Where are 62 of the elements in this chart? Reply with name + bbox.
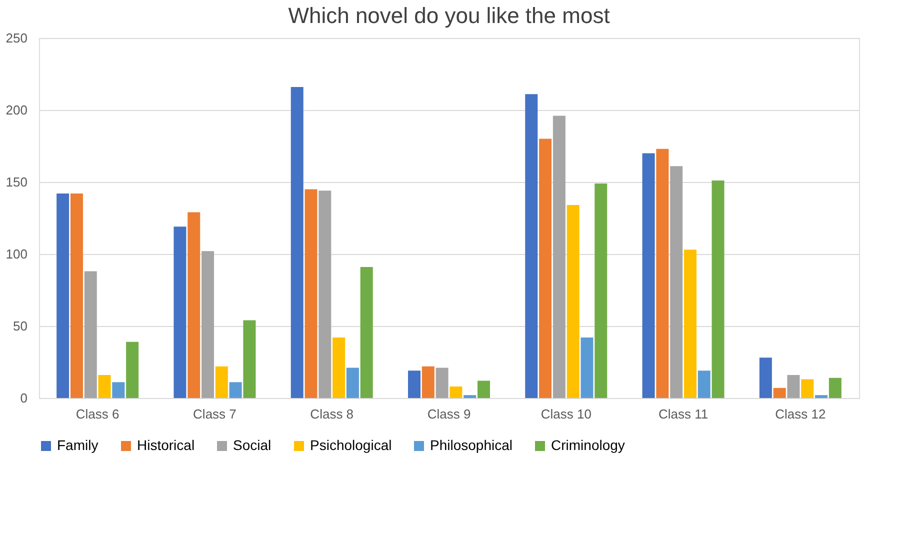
bar [304, 189, 318, 398]
bar [408, 370, 421, 398]
bar [450, 386, 462, 398]
x-tick-label: Class 11 [658, 406, 708, 422]
legend-label: Criminology [551, 437, 625, 453]
bar [580, 338, 594, 398]
x-tick-label: Class 7 [193, 406, 236, 422]
bar [801, 379, 814, 398]
bar [126, 342, 139, 398]
x-tick-label: Class 9 [427, 406, 471, 422]
x-tick-label: Class 12 [775, 406, 826, 422]
bar [174, 226, 186, 398]
bar [566, 205, 580, 398]
bar [98, 374, 111, 398]
bar [188, 212, 200, 398]
bar [464, 395, 476, 398]
chart-title: Which novel do you like the most [288, 3, 610, 28]
bar [477, 380, 490, 398]
bar [215, 366, 228, 398]
bar [773, 388, 786, 398]
bar [112, 382, 125, 398]
bar [318, 190, 332, 398]
bar [670, 166, 683, 398]
y-tick-label: 150 [6, 174, 28, 190]
y-tick-label: 0 [20, 390, 28, 406]
bar [84, 271, 97, 398]
bar [642, 153, 655, 398]
bar [290, 86, 304, 398]
bar [525, 94, 538, 398]
bar [422, 366, 434, 398]
y-tick-label: 250 [6, 30, 28, 46]
bar [56, 194, 70, 398]
bar [552, 116, 566, 398]
legend-label: Philosophical [430, 437, 512, 453]
bar [202, 251, 214, 398]
y-tick-label: 200 [6, 102, 28, 118]
bar [243, 320, 256, 398]
bar [539, 138, 552, 398]
bar [70, 194, 83, 398]
bar [332, 338, 346, 398]
bar [594, 183, 608, 398]
bar [436, 368, 448, 398]
bar [656, 148, 669, 398]
x-tick-label: Class 8 [310, 406, 354, 422]
bar [815, 395, 828, 398]
y-tick-label: 50 [13, 318, 28, 334]
bar [229, 382, 242, 398]
legend-label: Family [57, 437, 98, 453]
y-tick-label: 100 [6, 246, 28, 262]
bar [759, 358, 772, 398]
x-tick-label: Class 10 [540, 406, 592, 422]
bar [346, 368, 359, 398]
x-tick-label: Class 6 [76, 406, 120, 422]
bar [712, 180, 724, 398]
bar [360, 266, 373, 398]
bar [787, 374, 800, 398]
legend-label: Social [233, 437, 272, 453]
bar [828, 378, 842, 398]
bar [684, 250, 696, 398]
bar [698, 370, 710, 398]
legend-label: Historical [137, 437, 195, 453]
legend-label: Psichological [310, 437, 392, 453]
